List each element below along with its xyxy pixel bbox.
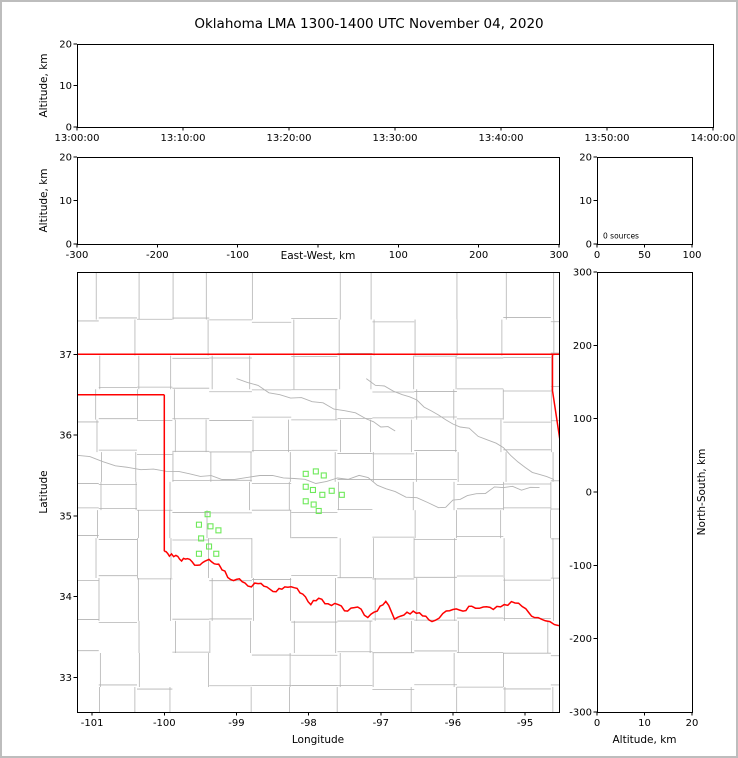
station-marker bbox=[215, 527, 222, 534]
x-tick-label: 100 bbox=[389, 250, 408, 261]
x-tick-label: 300 bbox=[549, 250, 568, 261]
y-tick-label: 36 bbox=[59, 431, 72, 442]
x-tick-label: -200 bbox=[146, 250, 169, 261]
x-tick-label: 13:10:00 bbox=[161, 133, 206, 144]
y-tick-label: 34 bbox=[59, 592, 72, 603]
state-border-line bbox=[551, 354, 559, 439]
ew-panel-xlabel: East-West, km bbox=[281, 250, 356, 262]
station-marker bbox=[302, 498, 309, 505]
y-tick-label: 0 bbox=[586, 488, 592, 499]
ns-panel-xlabel: Altitude, km bbox=[612, 734, 676, 746]
station-marker bbox=[302, 483, 309, 490]
y-tick-label: 10 bbox=[579, 196, 592, 207]
x-tick-label: 50 bbox=[638, 250, 651, 261]
county-grid bbox=[77, 272, 559, 712]
x-tick-label: -97 bbox=[373, 718, 389, 729]
y-tick-label: 10 bbox=[59, 81, 72, 92]
y-tick-label: 300 bbox=[573, 268, 592, 279]
map-xlabel: Longitude bbox=[292, 734, 344, 746]
map-ylabel: Latitude bbox=[38, 470, 50, 513]
y-tick-label: 33 bbox=[59, 673, 72, 684]
y-tick-label: 0 bbox=[586, 240, 592, 251]
x-tick-label: 20 bbox=[686, 718, 699, 729]
x-tick-label: 13:30:00 bbox=[373, 133, 418, 144]
y-tick-label: 20 bbox=[579, 153, 592, 164]
station-marker bbox=[213, 550, 220, 557]
y-tick-label: 10 bbox=[59, 196, 72, 207]
x-tick-label: -100 bbox=[226, 250, 249, 261]
station-marker bbox=[315, 507, 322, 515]
x-tick-label: -95 bbox=[517, 718, 533, 729]
station-marker bbox=[328, 487, 335, 494]
x-tick-label: 10 bbox=[638, 718, 651, 729]
station-marker bbox=[205, 543, 213, 550]
station-marker bbox=[302, 470, 309, 477]
x-tick-label: -98 bbox=[300, 718, 316, 729]
y-tick-label: 0 bbox=[66, 123, 72, 134]
y-tick-label: 20 bbox=[59, 153, 72, 164]
x-tick-label: 13:50:00 bbox=[585, 133, 630, 144]
river-line bbox=[366, 378, 555, 480]
y-tick-label: 35 bbox=[59, 511, 72, 522]
station-marker bbox=[320, 472, 327, 479]
ew-xlabel-backdrop bbox=[281, 249, 356, 260]
y-tick-label: -100 bbox=[569, 561, 592, 572]
station-marker bbox=[310, 501, 317, 508]
x-tick-label: -99 bbox=[228, 718, 244, 729]
x-tick-label: 0 bbox=[594, 250, 600, 261]
map-layers bbox=[77, 272, 559, 712]
x-tick-label: -96 bbox=[445, 718, 461, 729]
generated-plot-layers: 13:00:00 13:10:00 13:20:00 13:30:00 13:40:00… bbox=[55, 40, 736, 730]
ew-height-frame bbox=[77, 157, 560, 245]
station-marker bbox=[207, 523, 214, 530]
histogram-sources-annotation: 0 sources bbox=[603, 232, 639, 241]
station-marker bbox=[198, 535, 205, 542]
y-tick-label: -200 bbox=[569, 634, 592, 645]
station-marker bbox=[312, 468, 319, 475]
river-line bbox=[236, 378, 396, 432]
y-tick-label: 0 bbox=[66, 240, 72, 251]
x-tick-label: 13:20:00 bbox=[267, 133, 312, 144]
x-tick-label: 13:40:00 bbox=[479, 133, 524, 144]
figure-title: Oklahoma LMA 1300-1400 UTC November 04, … bbox=[194, 16, 543, 32]
y-tick-label: 100 bbox=[573, 414, 592, 425]
station-markers bbox=[195, 468, 345, 557]
ew-panel-ylabel: Altitude, km bbox=[38, 168, 50, 232]
state-border bbox=[77, 353, 559, 627]
station-marker bbox=[338, 491, 345, 498]
station-marker bbox=[195, 521, 202, 528]
station-marker bbox=[319, 491, 326, 498]
x-tick-label: 200 bbox=[469, 250, 488, 261]
y-tick-label: 200 bbox=[573, 341, 592, 352]
x-tick-label: 13:00:00 bbox=[55, 133, 100, 144]
ns-panel-ylabel-right: North-South, km bbox=[696, 449, 708, 536]
y-tick-label: 20 bbox=[59, 40, 72, 51]
station-marker bbox=[195, 550, 202, 557]
station-marker bbox=[309, 486, 316, 494]
time-height-frame bbox=[77, 44, 714, 128]
state-border-line bbox=[164, 550, 559, 627]
ns-height-frame bbox=[597, 272, 693, 713]
x-tick-label: -100 bbox=[153, 718, 176, 729]
x-tick-label: 14:00:00 bbox=[691, 133, 736, 144]
x-tick-label: -101 bbox=[81, 718, 104, 729]
x-tick-label: -300 bbox=[66, 250, 89, 261]
x-tick-label: 0 bbox=[594, 718, 600, 729]
y-tick-label: -300 bbox=[569, 708, 592, 719]
plan-view-frame bbox=[77, 272, 560, 713]
time-panel-ylabel: Altitude, km bbox=[38, 53, 50, 117]
y-tick-label: 37 bbox=[59, 350, 72, 361]
x-tick-label: 100 bbox=[682, 250, 701, 261]
river-line bbox=[77, 454, 540, 509]
station-marker bbox=[204, 511, 211, 518]
